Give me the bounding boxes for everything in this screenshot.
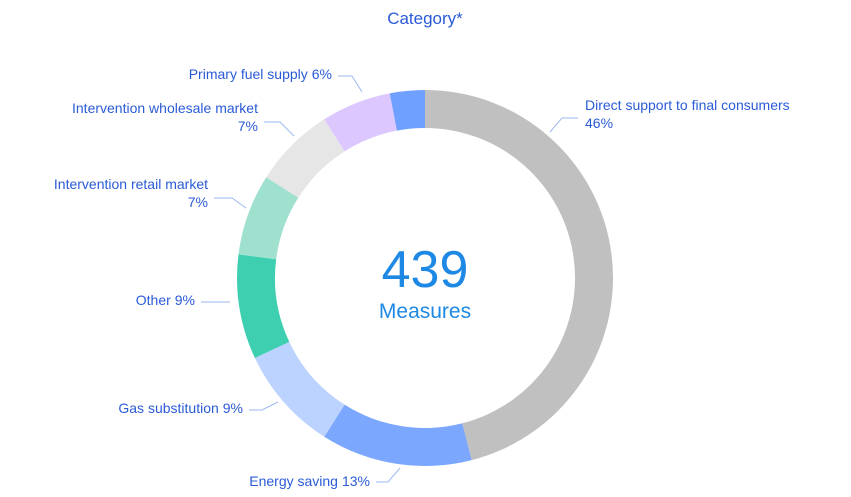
value-label: 6% — [312, 66, 332, 82]
chart-title: Category* — [387, 9, 463, 28]
category-label: Intervention wholesale market — [72, 100, 258, 116]
slice-label: Other 9% — [136, 292, 195, 308]
slice — [389, 90, 425, 131]
leader-line — [338, 75, 363, 93]
category-label: Other — [136, 292, 171, 308]
center-label: Measures — [379, 300, 471, 323]
value-label: 13% — [342, 473, 370, 489]
slice-label: Direct support to final consumers 46% — [585, 97, 790, 131]
category-label: Energy saving — [249, 473, 338, 489]
category-label: Primary fuel supply — [189, 66, 308, 82]
leader-line — [214, 197, 247, 209]
slice — [324, 404, 472, 466]
slice — [266, 119, 345, 198]
slice-label: Intervention retail market 7% — [54, 176, 208, 210]
category-label: Gas substitution — [118, 400, 218, 416]
center-value: 439 — [382, 241, 469, 299]
leader-line — [376, 467, 401, 483]
slice-label: Intervention wholesale market 7% — [72, 100, 258, 134]
value-label: 9% — [223, 400, 243, 416]
leader-line — [249, 401, 279, 411]
leader-line — [264, 121, 295, 137]
value-label: 9% — [175, 292, 195, 308]
value-label: 46% — [585, 115, 613, 131]
value-label: 7% — [188, 194, 208, 210]
slice-label: Energy saving 13% — [249, 473, 370, 489]
slice — [254, 341, 345, 437]
category-label: Direct support to final consumers — [585, 97, 790, 113]
slice-label: Gas substitution 9% — [118, 400, 243, 416]
slice — [238, 177, 299, 260]
slice — [425, 90, 613, 461]
slice-label: Primary fuel supply 6% — [189, 66, 332, 82]
leader-line — [549, 117, 578, 133]
slice — [324, 93, 397, 152]
category-label: Intervention retail market — [54, 176, 208, 192]
slice — [237, 254, 290, 359]
value-label: 7% — [238, 118, 258, 134]
